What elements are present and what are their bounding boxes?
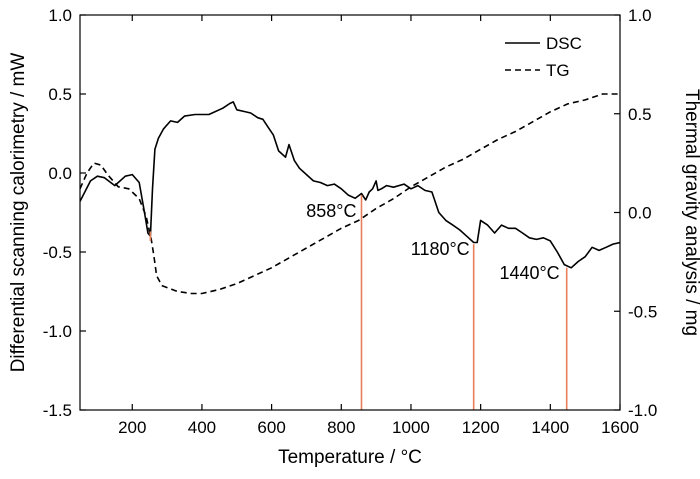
x-axis-title: Temperature / °C — [278, 447, 422, 468]
series-line-dsc — [80, 101, 620, 269]
x-tick-label: 1400 — [531, 418, 569, 437]
legend: DSC TG — [505, 34, 582, 80]
x-tick-label: 400 — [188, 418, 216, 437]
annotations: 858°C 1180°C 1440°C — [149, 195, 568, 410]
annotation-label-0: 858°C — [306, 201, 356, 221]
y-right-tick-label: 0.0 — [628, 204, 652, 223]
y-left-axis-title: Differential scanning calorimetry / mW — [8, 53, 29, 373]
x-tick-label: 600 — [257, 418, 285, 437]
plot-lines — [80, 93, 620, 295]
x-tick-label: 800 — [327, 418, 355, 437]
x-tick-label: 1600 — [601, 418, 639, 437]
tick-labels: 200 400 600 800 1000 1200 1400 1600 -1.5 -1.0 -0.5… — [43, 6, 658, 437]
series-line-tg — [80, 93, 620, 295]
y-right-axis-title: Thermal gravity analysis / mg — [681, 89, 700, 336]
legend-tg-label: TG — [546, 61, 570, 80]
y-left-tick-label: -1.5 — [43, 401, 72, 420]
y-left-tick-label: 1.0 — [48, 6, 72, 25]
x-tick-label: 200 — [118, 418, 146, 437]
x-tick-label: 1200 — [462, 418, 500, 437]
legend-dsc-label: DSC — [546, 34, 582, 53]
y-right-tick-label: -1.0 — [628, 401, 657, 420]
y-left-tick-label: -1.0 — [43, 322, 72, 341]
y-right-tick-label: -0.5 — [628, 302, 657, 321]
annotation-label-1: 1180°C — [411, 239, 470, 259]
x-tick-label: 1000 — [392, 418, 430, 437]
annotation-label-2: 1440°C — [499, 263, 559, 283]
axis-ticks — [80, 14, 621, 411]
y-right-tick-label: 0.5 — [628, 105, 652, 124]
y-left-tick-label: 0.0 — [48, 164, 72, 183]
y-left-tick-label: -0.5 — [43, 243, 72, 262]
y-right-tick-label: 1.0 — [628, 6, 652, 25]
y-left-tick-label: 0.5 — [48, 85, 72, 104]
